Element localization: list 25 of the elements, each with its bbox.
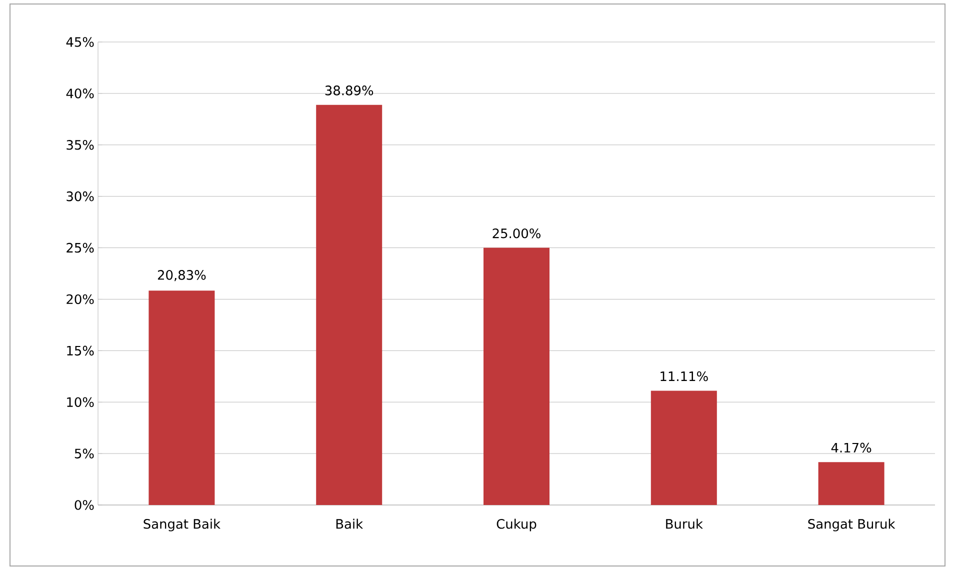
y-tick-label: 5%	[74, 448, 94, 458]
bar	[148, 290, 215, 505]
data-label: 38.89%	[325, 86, 374, 96]
y-tick-label: 45%	[66, 37, 94, 47]
y-tick-label: 20%	[66, 294, 94, 304]
y-tick-label: 40%	[66, 88, 94, 98]
data-label: 4.17%	[831, 442, 872, 453]
y-tick-label: 30%	[66, 191, 94, 202]
y-tick-label: 25%	[66, 242, 94, 253]
data-label: 11.11%	[660, 371, 708, 382]
y-tick-label: 35%	[66, 140, 94, 150]
x-tick-label: Cukup	[496, 518, 536, 532]
data-label: 25.00%	[492, 228, 540, 238]
x-tick-label: Sangat Buruk	[808, 518, 896, 532]
data-label: 20,83%	[158, 270, 206, 282]
x-tick-label: Sangat Baik	[144, 518, 220, 532]
x-tick-label: Buruk	[666, 518, 703, 529]
bar	[650, 390, 717, 505]
x-tick-label: Baik	[336, 518, 364, 529]
bar	[818, 462, 884, 505]
bar	[484, 248, 550, 505]
y-tick-label: 0%	[74, 500, 94, 510]
y-tick-label: 10%	[67, 397, 94, 408]
y-tick-label: 15%	[67, 346, 94, 356]
bar	[316, 104, 382, 505]
